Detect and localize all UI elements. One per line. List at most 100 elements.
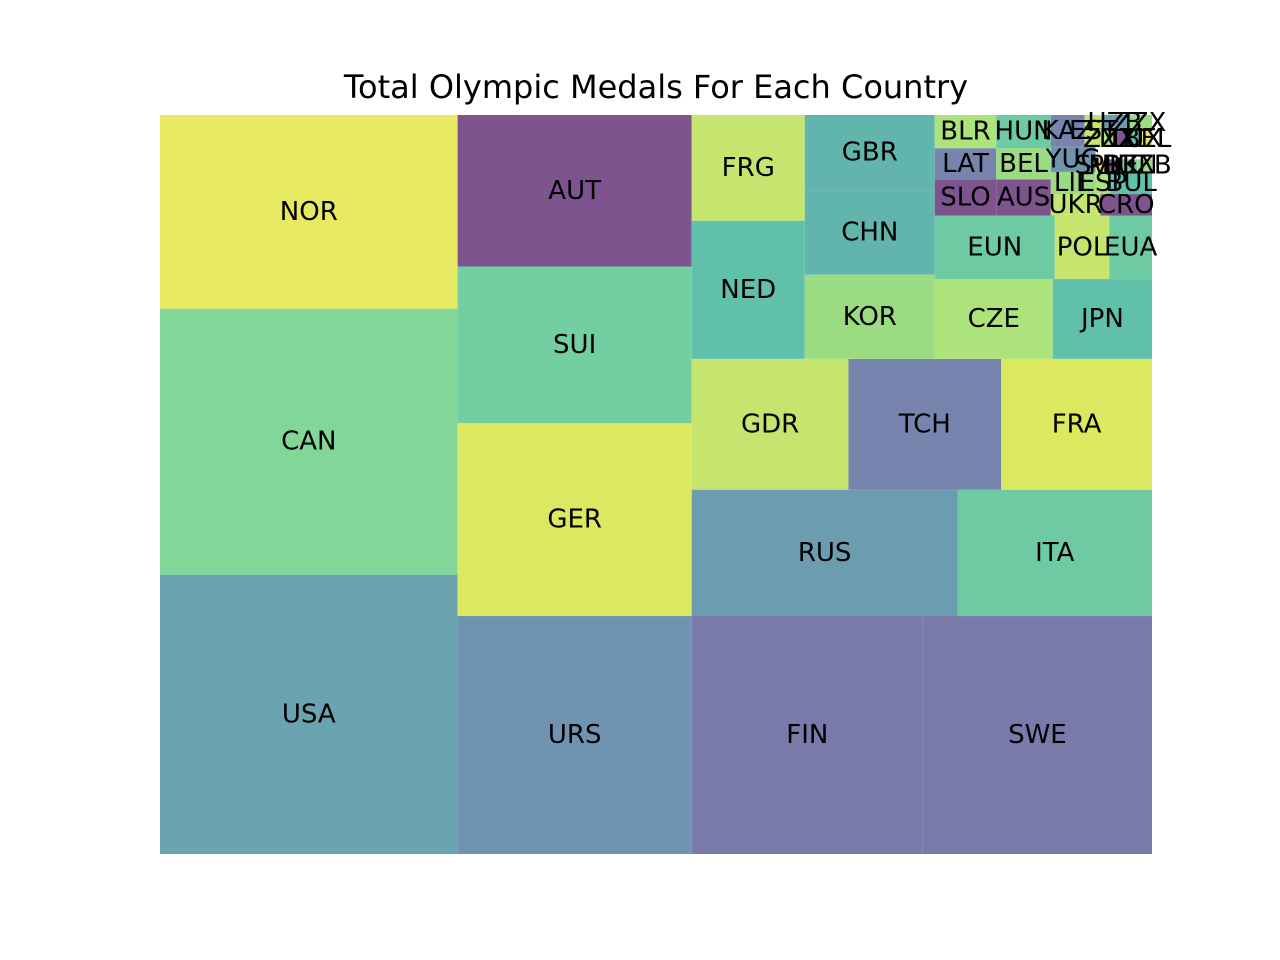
treemap-label-fra: FRA — [1052, 409, 1102, 439]
treemap-label-sui: SUI — [553, 330, 596, 360]
treemap-cell-uzb — [1137, 159, 1152, 172]
treemap-cell-fra — [1001, 358, 1152, 490]
treemap-label-tch: TCH — [898, 409, 951, 439]
treemap-cell-can — [160, 308, 458, 575]
treemap-cell-slo — [934, 179, 997, 216]
treemap-label-bul: BUL — [1105, 168, 1157, 198]
treemap-label-kor: KOR — [843, 302, 897, 332]
treemap-cell-gdr — [691, 358, 849, 490]
treemap-label-ita: ITA — [1035, 538, 1075, 568]
treemap-label-nor: NOR — [280, 197, 338, 227]
treemap-label-swe: SWE — [1008, 720, 1067, 750]
treemap-label-kaz: KAZ — [1042, 116, 1094, 146]
treemap-label-eun: EUN — [967, 232, 1022, 262]
treemap-cell-bel — [996, 148, 1051, 180]
treemap-cell-gbr — [804, 115, 935, 191]
treemap-label-gdr: GDR — [741, 409, 799, 439]
treemap-cell-frg — [691, 115, 805, 221]
treemap-cell-ita — [957, 489, 1152, 617]
chart-title: Total Olympic Medals For Each Country — [343, 68, 968, 106]
treemap-label-yug: YUG — [1045, 144, 1101, 174]
treemap-cell-tch — [848, 358, 1002, 490]
treemap-cell-kaz — [1050, 115, 1085, 147]
treemap-label-fin: FIN — [786, 720, 828, 750]
treemap-cell-kor — [804, 274, 935, 359]
treemap-label-ger: GER — [547, 505, 602, 535]
treemap-label-aus: AUS — [997, 182, 1050, 212]
treemap-label-den: DEN — [1102, 151, 1158, 181]
treemap-label-est: EST — [1069, 116, 1118, 146]
treemap-label-hzb: HZB — [1087, 108, 1142, 138]
treemap-cell-bul — [1110, 171, 1152, 195]
treemap-label-urs: URS — [548, 720, 602, 750]
treemap-label-svk: SVK — [1075, 151, 1127, 181]
treemap-cell-sui — [457, 266, 692, 424]
treemap-label-ned: NED — [720, 275, 776, 305]
treemap-cell-hzb — [1102, 115, 1128, 132]
treemap-cell-zzx — [1127, 115, 1152, 132]
treemap-cell-zzx — [1102, 131, 1118, 147]
treemap-label-esp: ESP — [1079, 168, 1128, 198]
treemap-label-lie: LIE — [1054, 168, 1093, 198]
treemap-cell-bel — [1142, 131, 1152, 147]
treemap-label-ukr: UKR — [1049, 190, 1103, 220]
treemap-cell-rus — [691, 489, 958, 617]
treemap-label-lux: LUX — [1112, 124, 1162, 154]
treemap-label-bel: BEL — [999, 149, 1048, 179]
treemap-cell-svk — [1095, 159, 1106, 172]
treemap-cell-fin — [691, 616, 923, 854]
treemap-cell-prk — [1105, 159, 1123, 172]
treemap-cell-yug — [1050, 146, 1096, 172]
treemap-cell-swe — [922, 616, 1152, 854]
treemap-cell-den — [1122, 159, 1138, 172]
treemap-cell-jpn — [1052, 279, 1152, 359]
treemap-cells — [160, 115, 1152, 854]
treemap-cell-urs — [457, 616, 692, 854]
treemap-label-zzx: ZZX — [1113, 108, 1166, 138]
treemap-label-eua: EUA — [1104, 232, 1157, 262]
treemap-label-aut: AUT — [548, 176, 601, 206]
treemap-cell-chn — [804, 190, 935, 275]
treemap-label-gbr: GBR — [842, 138, 898, 168]
treemap-cell-nzl — [1117, 131, 1133, 147]
treemap-label-blr: BLR — [940, 117, 990, 147]
treemap-label-slo: SLO — [940, 182, 991, 212]
treemap-cell-aus — [996, 179, 1051, 216]
treemap-cell-ukr — [1050, 194, 1101, 216]
treemap-cell-hun — [996, 115, 1051, 149]
treemap-cell-cze — [934, 279, 1053, 359]
treemap-cell-ger — [457, 423, 692, 617]
treemap-cell-ned — [691, 220, 805, 359]
treemap-cell-est — [1084, 115, 1103, 147]
treemap-cell-lie — [1050, 171, 1096, 195]
treemap-label-lat: LAT — [942, 149, 989, 179]
treemap-cell-eun — [934, 215, 1055, 280]
treemap-label-nzl: NZL — [1099, 124, 1151, 154]
treemap-label-cro: CRO — [1098, 190, 1155, 220]
treemap-cell-usa — [160, 574, 458, 854]
treemap-cell-cro — [1100, 194, 1152, 216]
treemap-label-pol: POL — [1057, 232, 1108, 262]
treemap-label-bel: BEL — [1123, 124, 1172, 154]
treemap-label-uzb: UZB — [1117, 151, 1171, 181]
treemap-cell-pol — [1054, 215, 1110, 280]
treemap-label-zzx: ZZX — [1083, 124, 1136, 154]
treemap-label-hun: HUN — [995, 117, 1053, 147]
treemap-cell-nor — [160, 115, 458, 309]
treemap-cell-esp — [1095, 171, 1111, 195]
treemap-label-rus: RUS — [798, 538, 852, 568]
treemap-cell-lat — [934, 148, 997, 180]
treemap-cell-aut — [457, 115, 692, 267]
treemap-cell-lux — [1132, 131, 1143, 147]
treemap-label-frg: FRG — [722, 153, 775, 183]
treemap-label-can: CAN — [281, 427, 336, 457]
treemap-labels: USA CAN NOR URS GER SUI AUT FIN SWE RUS ITA GDR TCH F… — [280, 108, 1172, 750]
treemap-label-chn: CHN — [841, 218, 898, 248]
treemap-label-usa: USA — [282, 699, 336, 729]
treemap-cell-blr — [934, 115, 997, 149]
treemap-label-cze: CZE — [968, 304, 1020, 334]
treemap-label-jpn: JPN — [1079, 304, 1124, 334]
treemap-label-prk: PRK — [1088, 151, 1140, 181]
treemap-cell-eua — [1109, 215, 1152, 280]
